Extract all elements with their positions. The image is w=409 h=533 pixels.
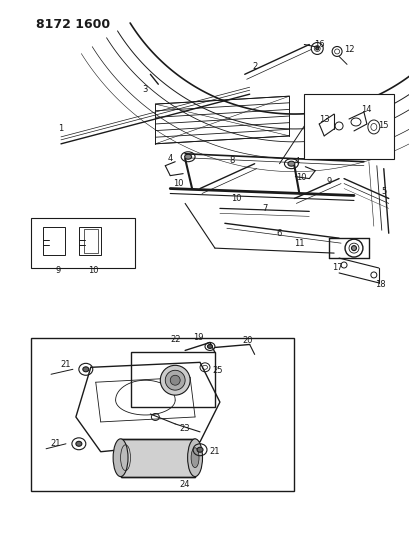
Ellipse shape — [187, 439, 202, 477]
Text: 11: 11 — [293, 239, 304, 248]
Bar — [303, 94, 393, 159]
Bar — [120, 439, 195, 477]
Bar — [79, 227, 101, 255]
Bar — [31, 219, 135, 268]
Text: 21: 21 — [61, 360, 71, 369]
Bar — [43, 227, 65, 255]
Text: 18: 18 — [375, 280, 385, 289]
Text: 14: 14 — [360, 104, 370, 114]
Text: 6: 6 — [276, 229, 281, 238]
Text: 24: 24 — [180, 480, 190, 489]
Bar — [31, 337, 294, 491]
Text: 9: 9 — [55, 266, 61, 276]
Text: 10: 10 — [231, 194, 241, 203]
Ellipse shape — [76, 441, 82, 446]
Ellipse shape — [160, 365, 190, 395]
Ellipse shape — [207, 344, 212, 349]
Ellipse shape — [165, 370, 185, 390]
Text: 16: 16 — [313, 40, 324, 49]
Text: 10: 10 — [295, 173, 306, 182]
Text: 17: 17 — [331, 263, 342, 272]
Text: 10: 10 — [173, 179, 183, 188]
Text: 25: 25 — [212, 366, 222, 375]
Ellipse shape — [315, 47, 318, 50]
Text: 23: 23 — [180, 424, 190, 433]
Text: 21: 21 — [209, 447, 220, 456]
Text: 3: 3 — [142, 85, 148, 94]
Text: 5: 5 — [380, 187, 385, 196]
Ellipse shape — [351, 246, 355, 251]
Ellipse shape — [197, 447, 202, 452]
Ellipse shape — [83, 367, 89, 372]
Text: 12: 12 — [343, 45, 353, 54]
Ellipse shape — [170, 375, 180, 385]
Text: 4: 4 — [294, 157, 299, 166]
Text: 22: 22 — [170, 335, 180, 344]
Text: 4: 4 — [167, 154, 173, 163]
Bar — [120, 439, 195, 477]
Ellipse shape — [184, 154, 191, 159]
Text: 2: 2 — [252, 62, 257, 71]
Bar — [130, 352, 214, 407]
Text: 8: 8 — [229, 156, 234, 165]
Ellipse shape — [191, 448, 198, 467]
Ellipse shape — [287, 161, 294, 166]
Text: 1: 1 — [58, 124, 63, 133]
Ellipse shape — [113, 439, 128, 477]
Text: 7: 7 — [261, 204, 267, 213]
Text: 15: 15 — [378, 122, 388, 131]
Text: 8172 1600: 8172 1600 — [36, 18, 110, 31]
Text: 13: 13 — [318, 115, 329, 124]
Text: 19: 19 — [192, 333, 203, 342]
Text: 21: 21 — [51, 439, 61, 448]
Text: 20: 20 — [242, 336, 252, 345]
Text: 10: 10 — [88, 266, 99, 276]
Bar — [130, 352, 214, 407]
Text: 9: 9 — [326, 177, 331, 186]
Bar — [83, 229, 97, 253]
